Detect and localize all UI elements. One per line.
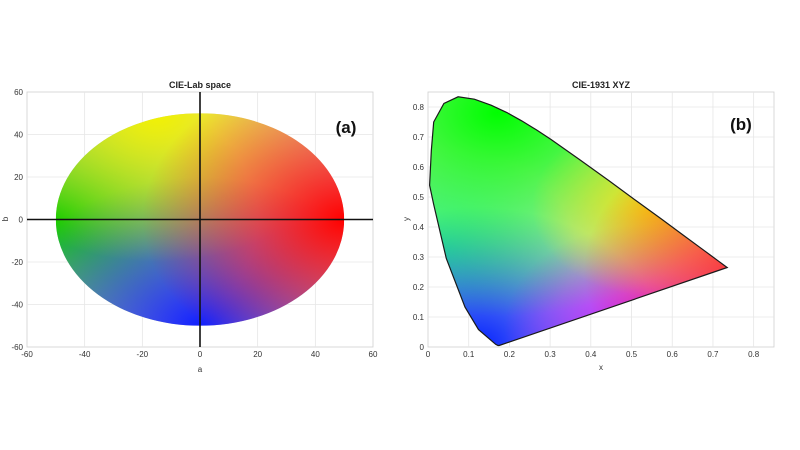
y-tick-labels: 0 0.1 0.2 0.3 0.4 0.5 0.6 0.7 0.8: [413, 103, 425, 352]
x-tick-label: 0.8: [748, 350, 760, 359]
y-tick-label: -40: [11, 301, 23, 310]
panel-label: (a): [336, 118, 357, 137]
spectral-locus-line: [428, 96, 729, 347]
chart-title: CIE-1931 XYZ: [572, 80, 631, 90]
chart-title: CIE-Lab space: [169, 80, 231, 90]
x-tick-label: 0.1: [463, 350, 475, 359]
x-tick-label: -40: [79, 350, 91, 359]
x-tick-label: 0.3: [545, 350, 557, 359]
x-tick-label: 40: [311, 350, 320, 359]
x-tick-label: 0: [198, 350, 203, 359]
x-tick-label: 0: [426, 350, 431, 359]
x-axis-label: a: [198, 365, 203, 374]
y-tick-labels: -60 -40 -20 0 20 40 60: [11, 88, 23, 352]
y-tick-label: -60: [11, 343, 23, 352]
y-tick-label: 0.5: [413, 193, 425, 202]
xyz-chromaticity-chart: CIE-1931 XYZ 0 0.1 0.2 0.3 0.4 0.5 0.6 0.7 0.8 0…: [402, 80, 775, 372]
lab-chart: CIE-Lab space -60 -40 -20 0 20 40 60 -60 -40 -20…: [1, 80, 378, 374]
y-tick-label: 0.3: [413, 253, 425, 262]
y-axis-label: b: [1, 216, 10, 221]
x-tick-labels: -60 -40 -20 0 20 40 60: [21, 350, 378, 359]
y-tick-label: 0: [420, 343, 425, 352]
y-tick-label: 20: [14, 173, 23, 182]
zero-axis-lines: [27, 92, 373, 347]
y-tick-label: 0.2: [413, 283, 425, 292]
y-tick-label: 60: [14, 88, 23, 97]
x-tick-label: 20: [253, 350, 262, 359]
y-tick-label: 0.4: [413, 223, 425, 232]
x-axis-label: x: [599, 363, 603, 372]
y-tick-label: 40: [14, 131, 23, 140]
y-tick-label: 0.6: [413, 163, 425, 172]
y-tick-label: -20: [11, 258, 23, 267]
y-tick-label: 0.7: [413, 133, 425, 142]
x-tick-label: -20: [137, 350, 149, 359]
x-tick-label: 60: [369, 350, 378, 359]
panel-label: (b): [730, 115, 752, 134]
x-tick-label: 0.6: [667, 350, 679, 359]
y-axis-label: y: [402, 217, 411, 221]
x-tick-label: -60: [21, 350, 33, 359]
x-tick-labels: 0 0.1 0.2 0.3 0.4 0.5 0.6 0.7 0.8: [426, 350, 760, 359]
y-tick-label: 0.1: [413, 313, 425, 322]
x-tick-label: 0.2: [504, 350, 516, 359]
y-tick-label: 0: [19, 216, 24, 225]
x-tick-label: 0.7: [707, 350, 719, 359]
x-tick-label: 0.4: [585, 350, 597, 359]
x-tick-label: 0.5: [626, 350, 638, 359]
y-tick-label: 0.8: [413, 103, 425, 112]
